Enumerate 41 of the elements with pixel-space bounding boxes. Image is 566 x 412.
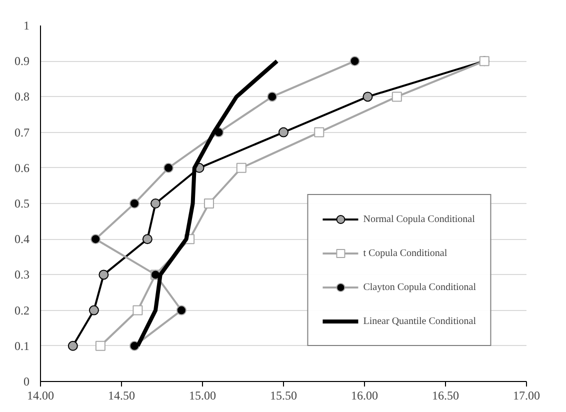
- y-tick-label: 0.7: [14, 125, 30, 140]
- point: [163, 162, 174, 173]
- legend-label: Linear Quantile Conditional: [363, 316, 476, 326]
- y-tick-label: 0.5: [14, 196, 30, 210]
- x-tick-label: 17.00: [513, 388, 540, 402]
- y-tick-label: 0.8: [14, 90, 30, 104]
- point: [204, 198, 214, 208]
- x-tick-label: 16.00: [351, 388, 378, 402]
- x-tick-label: 15.00: [189, 388, 216, 402]
- legend-label: t Copula Conditional: [363, 248, 448, 258]
- x-tick-label: 14.00: [27, 388, 54, 402]
- y-tick-label: 0.9: [14, 54, 30, 68]
- point: [132, 305, 143, 316]
- y-tick-label: 0.6: [14, 160, 30, 175]
- point: [88, 305, 99, 316]
- x-tick-label: 14.50: [108, 388, 135, 402]
- point: [362, 92, 373, 102]
- legend-label: Normal Copula Conditional: [363, 214, 475, 224]
- y-tick-label: 0.3: [14, 268, 30, 282]
- y-tick-label: 0.1: [14, 338, 30, 353]
- y-tick-label: 1: [24, 18, 30, 32]
- point: [150, 198, 161, 208]
- point: [392, 92, 402, 102]
- point: [129, 198, 140, 208]
- point: [95, 340, 106, 351]
- y-tick-label: 0.4: [14, 232, 30, 246]
- y-tick-label: 0.2: [14, 303, 30, 318]
- point: [267, 92, 278, 102]
- x-tick-label: 15.50: [270, 388, 297, 402]
- legend-label: Clayton Copula Conditional: [363, 282, 476, 292]
- y-tick-label: 0: [24, 374, 30, 388]
- point: [142, 234, 152, 244]
- point: [350, 56, 360, 66]
- point: [176, 305, 186, 316]
- point: [98, 270, 109, 280]
- point: [236, 162, 246, 173]
- point: [314, 127, 324, 138]
- point: [68, 340, 78, 351]
- point: [90, 234, 101, 244]
- x-tick-label: 16.50: [432, 388, 459, 402]
- point: [278, 127, 288, 138]
